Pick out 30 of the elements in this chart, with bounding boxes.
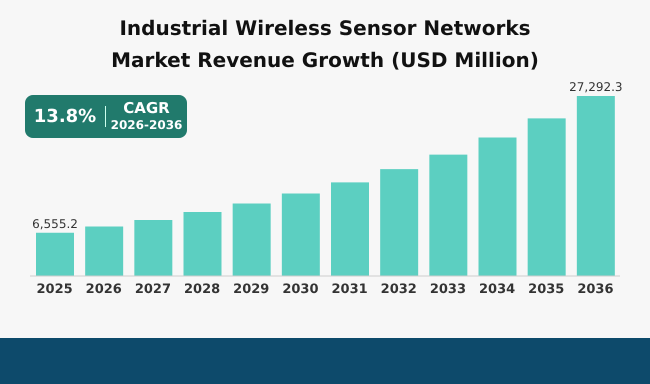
chart-title: Industrial Wireless Sensor Networks Market Revenue Growth (USD Million) <box>110 15 540 74</box>
x-tick-label: 2036 <box>577 282 614 298</box>
bar <box>429 154 468 276</box>
bar <box>134 220 172 276</box>
x-tick-label: 2032 <box>380 282 417 298</box>
bar <box>232 203 271 276</box>
bar <box>85 226 124 276</box>
bar <box>184 212 222 276</box>
bar <box>576 96 615 276</box>
data-label: 6,555.2 <box>32 216 78 231</box>
x-tick-label: 2030 <box>282 282 319 298</box>
bar <box>36 232 74 276</box>
bar <box>331 182 369 276</box>
x-tick-label: 2033 <box>430 282 466 298</box>
x-tick-label: 2029 <box>233 282 270 298</box>
annotation: 13.8% <box>25 106 106 127</box>
x-tick-label: 2027 <box>134 282 172 298</box>
bar <box>282 194 320 276</box>
data-label: 27,292.3 <box>569 80 623 94</box>
annotation: 2026-2036 <box>110 116 184 134</box>
x-tick-label: 2025 <box>36 282 73 298</box>
x-tick-label: 2035 <box>528 282 564 298</box>
x-tick-label: 2026 <box>86 282 122 298</box>
x-tick-label: 2028 <box>184 282 220 298</box>
bar <box>478 138 516 276</box>
bar <box>528 118 566 276</box>
bar <box>380 169 418 276</box>
x-tick-label: 2034 <box>478 282 516 298</box>
x-tick-label: 2031 <box>331 282 368 298</box>
annotation: CAGR <box>122 98 171 116</box>
